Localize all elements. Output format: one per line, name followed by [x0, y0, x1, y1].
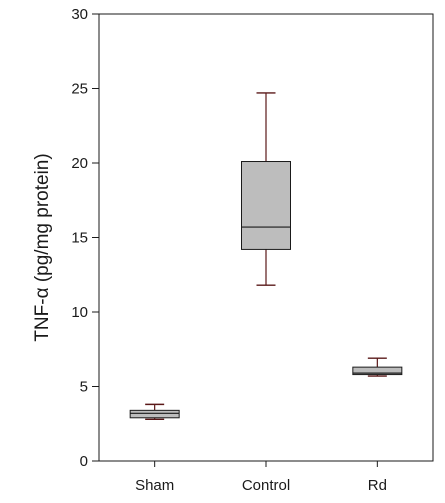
y-axis: 0 5 10 15 20 25 30 — [71, 6, 99, 470]
box-rd — [352, 357, 403, 377]
box-sham — [129, 403, 180, 420]
x-tick-label: Sham — [135, 477, 174, 494]
box-control — [241, 92, 291, 286]
y-tick-label: 20 — [71, 155, 88, 172]
x-tick-label: Rd — [368, 477, 387, 494]
boxes — [129, 92, 403, 420]
x-axis: Sham Control Rd — [135, 461, 387, 494]
y-tick-label: 15 — [71, 230, 88, 247]
iqr-box — [352, 366, 403, 376]
y-tick-label: 5 — [80, 379, 88, 396]
iqr-box — [129, 409, 180, 419]
x-tick-label: Control — [242, 477, 290, 494]
y-tick-label: 25 — [71, 81, 88, 98]
y-tick-label: 30 — [71, 6, 88, 23]
y-axis-title: TNF-α (pg/mg protein) — [32, 153, 53, 341]
y-tick-label: 10 — [71, 304, 88, 321]
y-tick-label: 0 — [80, 453, 88, 470]
iqr-box — [241, 161, 291, 250]
